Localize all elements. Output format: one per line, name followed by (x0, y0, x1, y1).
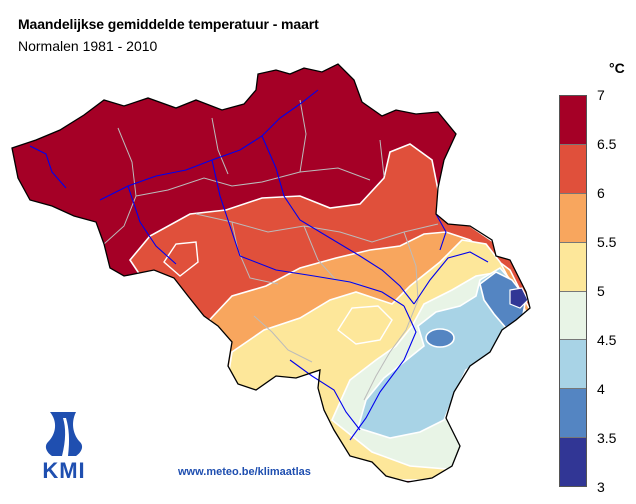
legend-color-bar (559, 95, 587, 487)
legend-unit: °C (609, 60, 625, 76)
legend-swatch (560, 291, 586, 341)
logo-text: KMI (42, 458, 86, 483)
legend-tick-labels: 7 6.5 6 5.5 5 4.5 4 3.5 3 (597, 87, 633, 495)
legend-swatch (560, 96, 586, 145)
map-subtitle: Normalen 1981 - 2010 (18, 38, 158, 54)
legend-swatch (560, 389, 586, 439)
zone-6-6.5-island (163, 241, 199, 277)
legend-swatch (560, 144, 586, 194)
legend-swatch (560, 242, 586, 292)
legend-tick: 6 (597, 185, 605, 201)
legend-swatch (560, 193, 586, 243)
source-link[interactable]: www.meteo.be/klimaatlas (178, 466, 311, 478)
legend-tick: 4 (597, 381, 605, 397)
legend-tick: 5 (597, 283, 605, 299)
zone-3.5-4-hautes-fagnes (425, 328, 455, 348)
zone-5-5.5-island (337, 305, 393, 345)
legend-tick: 3 (597, 479, 605, 495)
legend-tick: 6.5 (597, 136, 617, 152)
legend-tick: 4.5 (597, 332, 617, 348)
map-title: Maandelijkse gemiddelde temperatuur - ma… (18, 16, 319, 32)
zone-3-3.5 (509, 287, 529, 309)
rivers (29, 89, 489, 441)
country-border (11, 63, 531, 483)
legend-tick: 3.5 (597, 430, 617, 446)
kmi-logo-icon (38, 412, 90, 456)
legend-tick: 7 (597, 87, 605, 103)
legend-swatch (560, 438, 586, 486)
legend-swatch (560, 340, 586, 390)
legend-tick: 5.5 (597, 234, 617, 250)
